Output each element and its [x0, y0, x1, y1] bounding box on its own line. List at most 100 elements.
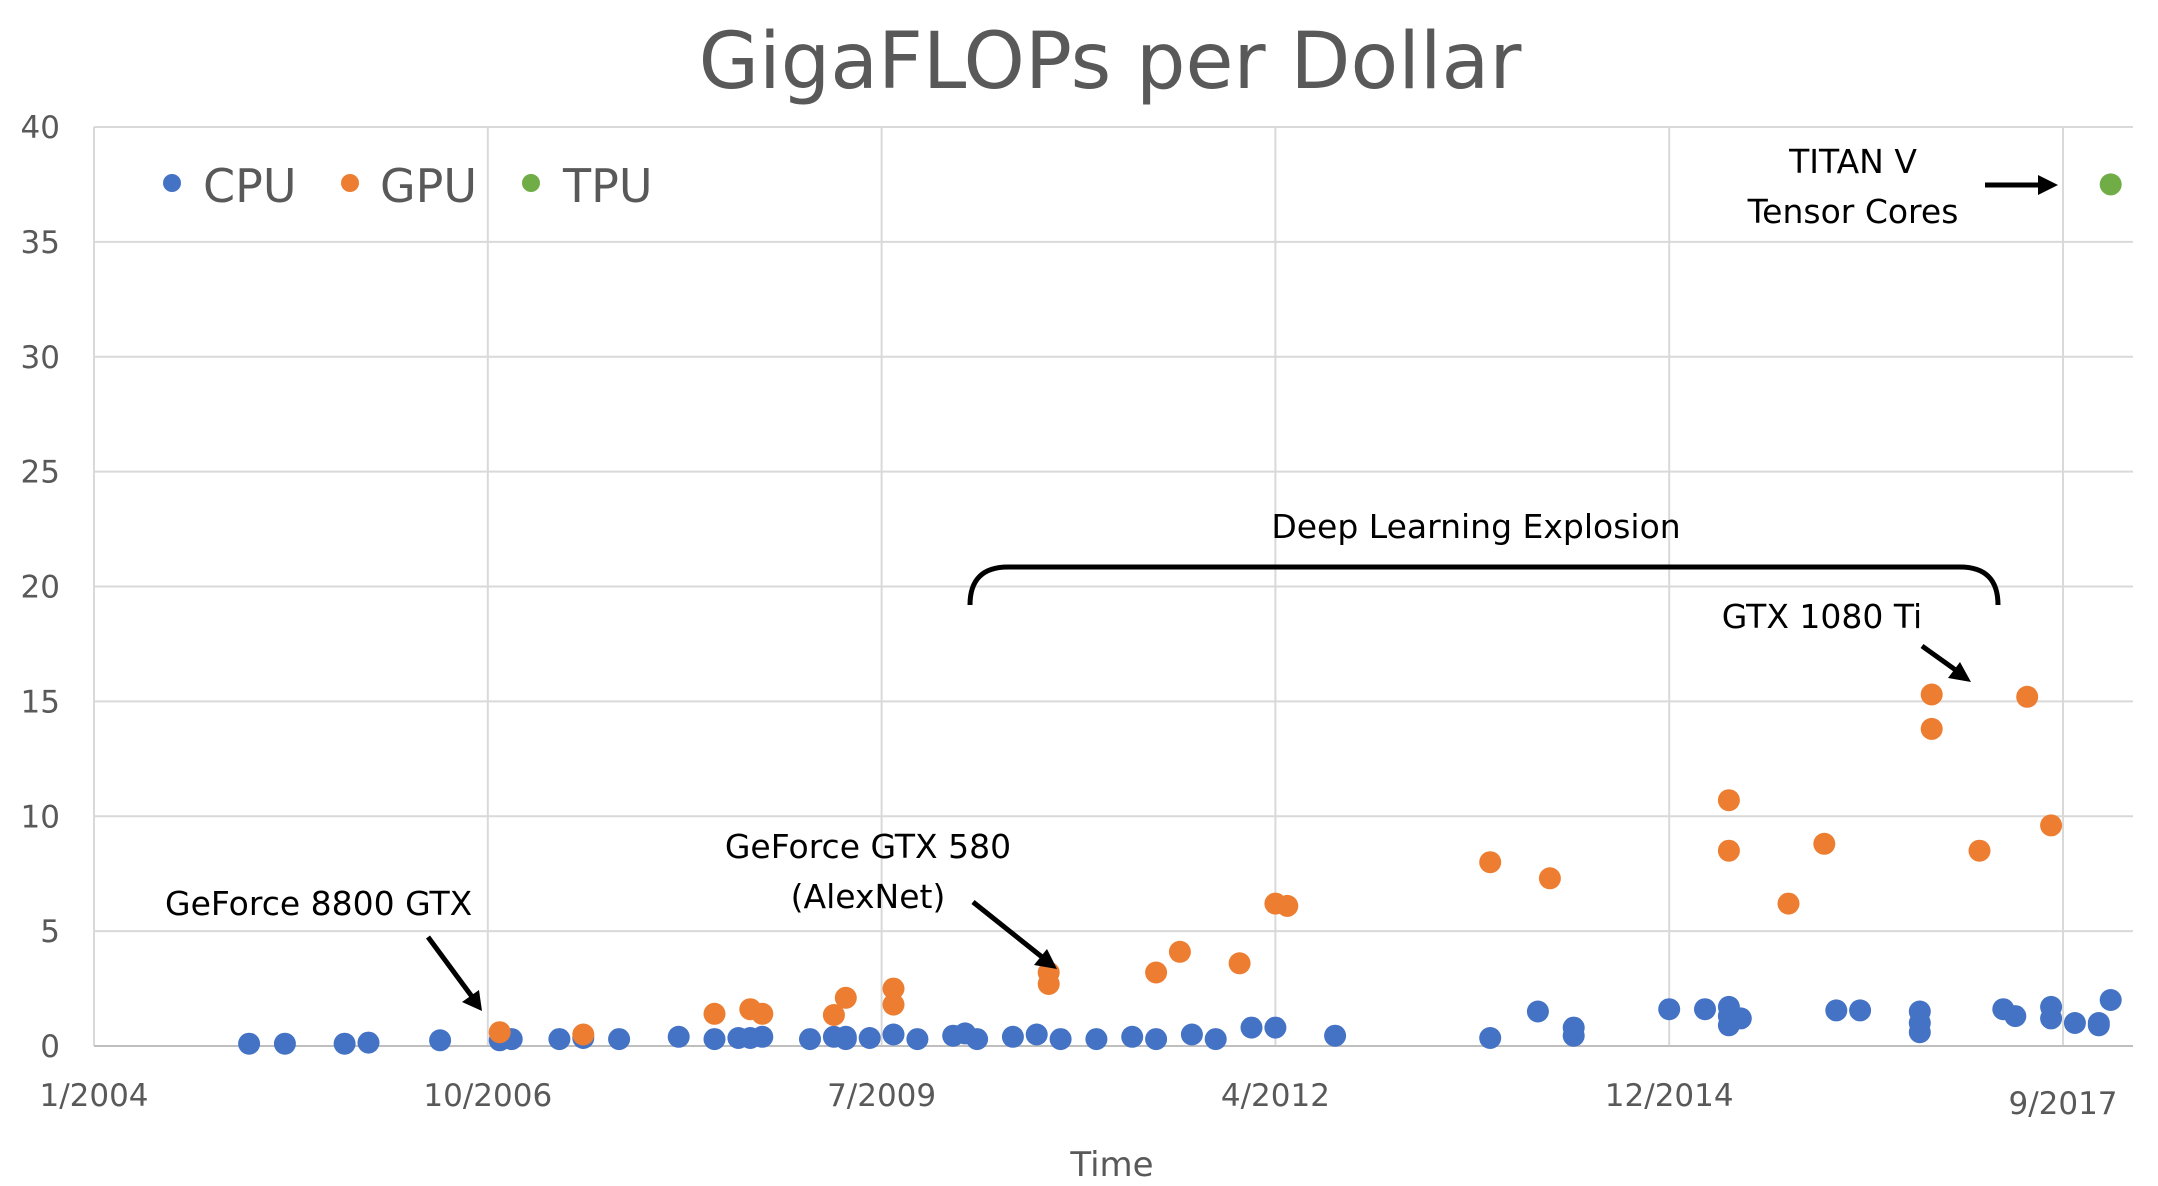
arrowhead-titan-v: [2038, 175, 2058, 195]
point-cpu: [1025, 1023, 1048, 1046]
point-gpu: [1968, 839, 1991, 862]
arrowhead-gtx-1080-ti: [1948, 662, 1971, 682]
point-cpu: [1479, 1027, 1502, 1049]
y-tick-label: 15: [21, 684, 60, 720]
point-cpu: [1694, 998, 1716, 1021]
annotation-titan-v-sub: Tensor Cores: [1747, 192, 1959, 231]
point-cpu: [273, 1032, 296, 1055]
point-cpu: [1324, 1024, 1347, 1047]
point-gpu: [1145, 961, 1168, 984]
point-gpu: [882, 977, 905, 1000]
legend-marker-tpu: [522, 174, 540, 192]
point-gpu: [703, 1002, 726, 1025]
y-tick-label: 5: [40, 914, 60, 950]
point-cpu: [1049, 1028, 1072, 1051]
point-gpu: [1717, 839, 1740, 862]
x-tick-label: 4/2012: [1221, 1078, 1330, 1114]
point-cpu: [1240, 1016, 1263, 1039]
y-tick-label: 40: [21, 110, 60, 146]
point-cpu: [2099, 989, 2122, 1011]
x-tick-label: 9/2017: [2008, 1086, 2117, 1122]
x-axis-ticks: 1/2004 10/2006 7/2009 4/2012 12/2014 9/2017: [39, 1078, 2117, 1122]
x-tick-label: 12/2014: [1605, 1078, 1734, 1114]
point-gpu: [2040, 814, 2063, 837]
legend-label-tpu: TPU: [562, 159, 653, 213]
point-cpu: [703, 1028, 726, 1051]
point-cpu: [333, 1032, 356, 1055]
point-gpu: [488, 1021, 511, 1044]
point-cpu: [751, 1025, 774, 1048]
y-tick-label: 20: [21, 570, 60, 606]
point-gpu: [1920, 683, 1943, 706]
point-gpu: [822, 1004, 845, 1026]
point-cpu: [1562, 1016, 1585, 1039]
point-cpu: [238, 1032, 261, 1055]
data-points: [238, 173, 2122, 1055]
point-cpu: [1849, 999, 1872, 1022]
point-gpu: [1920, 717, 1943, 740]
legend: CPU GPU TPU: [163, 159, 653, 213]
gridlines: [93, 126, 2133, 1046]
chart-title: GigaFLOPs per Dollar: [699, 17, 1523, 107]
y-axis-ticks: 0 5 10 15 20 25 30 35 40: [21, 110, 60, 1065]
point-cpu: [1526, 1000, 1549, 1023]
annotation-gtx-580: GeForce GTX 580: [725, 827, 1011, 866]
point-cpu: [1264, 1016, 1287, 1039]
point-gpu: [1037, 973, 1060, 995]
point-cpu: [1001, 1025, 1024, 1048]
x-axis-label: Time: [1069, 1145, 1153, 1185]
point-cpu: [1204, 1028, 1227, 1051]
annotation-gtx-1080-ti: GTX 1080 Ti: [1722, 597, 1922, 636]
y-tick-label: 25: [21, 455, 60, 491]
annotation-gtx-580-sub: (AlexNet): [791, 877, 946, 916]
point-cpu: [1658, 998, 1681, 1021]
point-cpu: [1180, 1023, 1203, 1046]
point-gpu: [2016, 685, 2039, 708]
point-gpu: [572, 1023, 595, 1046]
legend-marker-cpu: [163, 174, 181, 192]
point-cpu: [1729, 1007, 1752, 1030]
point-cpu: [966, 1028, 989, 1051]
y-tick-label: 0: [40, 1029, 60, 1065]
point-cpu: [799, 1028, 821, 1051]
point-cpu: [357, 1031, 380, 1054]
point-gpu: [1717, 789, 1740, 812]
x-tick-label: 10/2006: [423, 1078, 552, 1114]
legend-marker-gpu: [341, 174, 359, 192]
arrow-geforce-8800-gtx: [425, 935, 476, 1000]
point-cpu: [858, 1027, 881, 1049]
point-cpu: [1908, 1021, 1931, 1044]
point-cpu: [2063, 1012, 2086, 1034]
point-gpu: [1228, 952, 1251, 975]
annotation-geforce-8800-gtx: GeForce 8800 GTX: [165, 884, 472, 923]
bracket-deep-learning-explosion: [967, 564, 2001, 606]
point-cpu: [548, 1028, 571, 1051]
point-tpu: [2099, 173, 2122, 196]
point-gpu: [882, 993, 905, 1016]
arrowhead-geforce-8800-gtx: [462, 990, 482, 1011]
arrow-gtx-580: [971, 900, 1044, 959]
point-gpu: [1168, 940, 1191, 963]
y-tick-label: 30: [21, 340, 60, 376]
legend-label-gpu: GPU: [380, 159, 477, 213]
point-cpu: [1825, 999, 1848, 1022]
point-cpu: [2040, 995, 2063, 1018]
point-gpu: [1276, 894, 1299, 917]
point-cpu: [906, 1028, 929, 1051]
y-tick-label: 10: [21, 799, 60, 835]
x-tick-label: 1/2004: [39, 1078, 148, 1114]
point-gpu: [1813, 832, 1836, 855]
y-tick-label: 35: [21, 225, 60, 261]
annotations: GeForce 8800 GTX GeForce GTX 580 (AlexNe…: [165, 142, 2058, 1011]
point-cpu: [834, 1025, 857, 1048]
legend-label-cpu: CPU: [203, 159, 297, 213]
point-cpu: [1121, 1025, 1144, 1048]
point-cpu: [882, 1023, 905, 1046]
point-gpu: [834, 986, 857, 1009]
point-cpu: [1908, 1000, 1931, 1023]
point-cpu: [2004, 1005, 2027, 1028]
point-cpu: [2087, 1012, 2110, 1034]
point-cpu: [667, 1025, 690, 1048]
point-cpu: [429, 1029, 452, 1052]
